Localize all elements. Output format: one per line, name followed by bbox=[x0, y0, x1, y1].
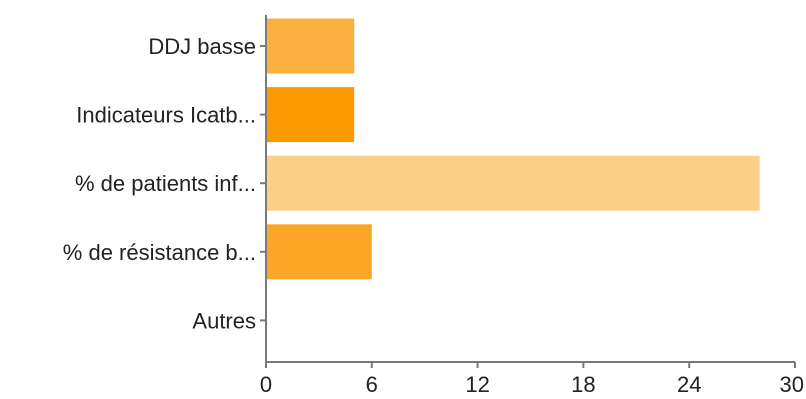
bar-1 bbox=[266, 87, 355, 143]
category-label-3: % de résistance b... bbox=[63, 240, 256, 265]
x-tick-label-0: 0 bbox=[260, 372, 272, 397]
x-tick-label-2: 12 bbox=[465, 372, 489, 397]
category-label-2: % de patients inf... bbox=[75, 171, 256, 196]
axes-group bbox=[260, 15, 795, 363]
category-label-1: Indicateurs Icatb... bbox=[76, 103, 256, 128]
category-label-0: DDJ basse bbox=[148, 34, 256, 59]
x-tick-label-4: 24 bbox=[677, 372, 701, 397]
bar-3 bbox=[266, 224, 372, 280]
bar-2 bbox=[266, 155, 760, 211]
x-tick-label-3: 18 bbox=[571, 372, 595, 397]
bars-group bbox=[266, 18, 760, 280]
bar-0 bbox=[266, 18, 355, 74]
x-tick-label-5: 30 bbox=[780, 372, 804, 397]
x-tick-label-1: 6 bbox=[366, 372, 378, 397]
category-label-4: Autres bbox=[192, 308, 256, 333]
x-ticks-group: 0 6 12 18 24 30 bbox=[260, 362, 804, 397]
category-labels-group: DDJ basse Indicateurs Icatb... % de patien… bbox=[63, 34, 256, 333]
